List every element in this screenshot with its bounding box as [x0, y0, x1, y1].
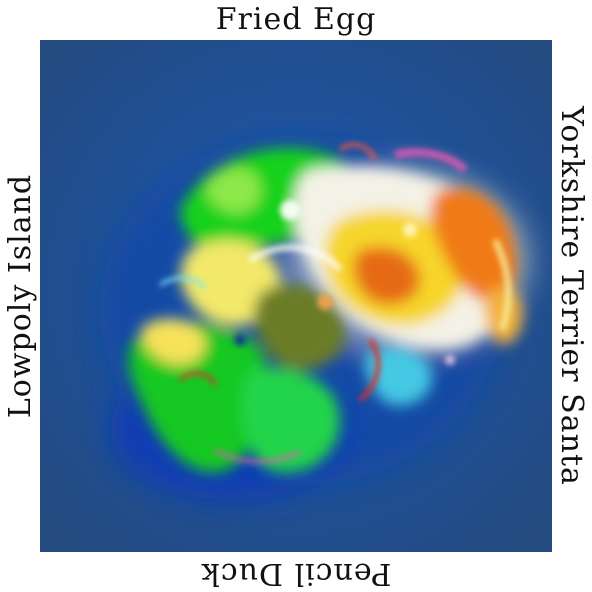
abstract-art-image	[40, 40, 552, 552]
art-detail-strokes	[158, 142, 512, 464]
bottom-label: Pencil Duck	[200, 556, 392, 591]
right-label: Yorkshire Terrier Santa	[554, 106, 589, 486]
abstract-art-svg	[40, 40, 552, 552]
left-label: Lowpoly Island	[3, 173, 38, 419]
top-label: Fried Egg	[215, 2, 377, 37]
